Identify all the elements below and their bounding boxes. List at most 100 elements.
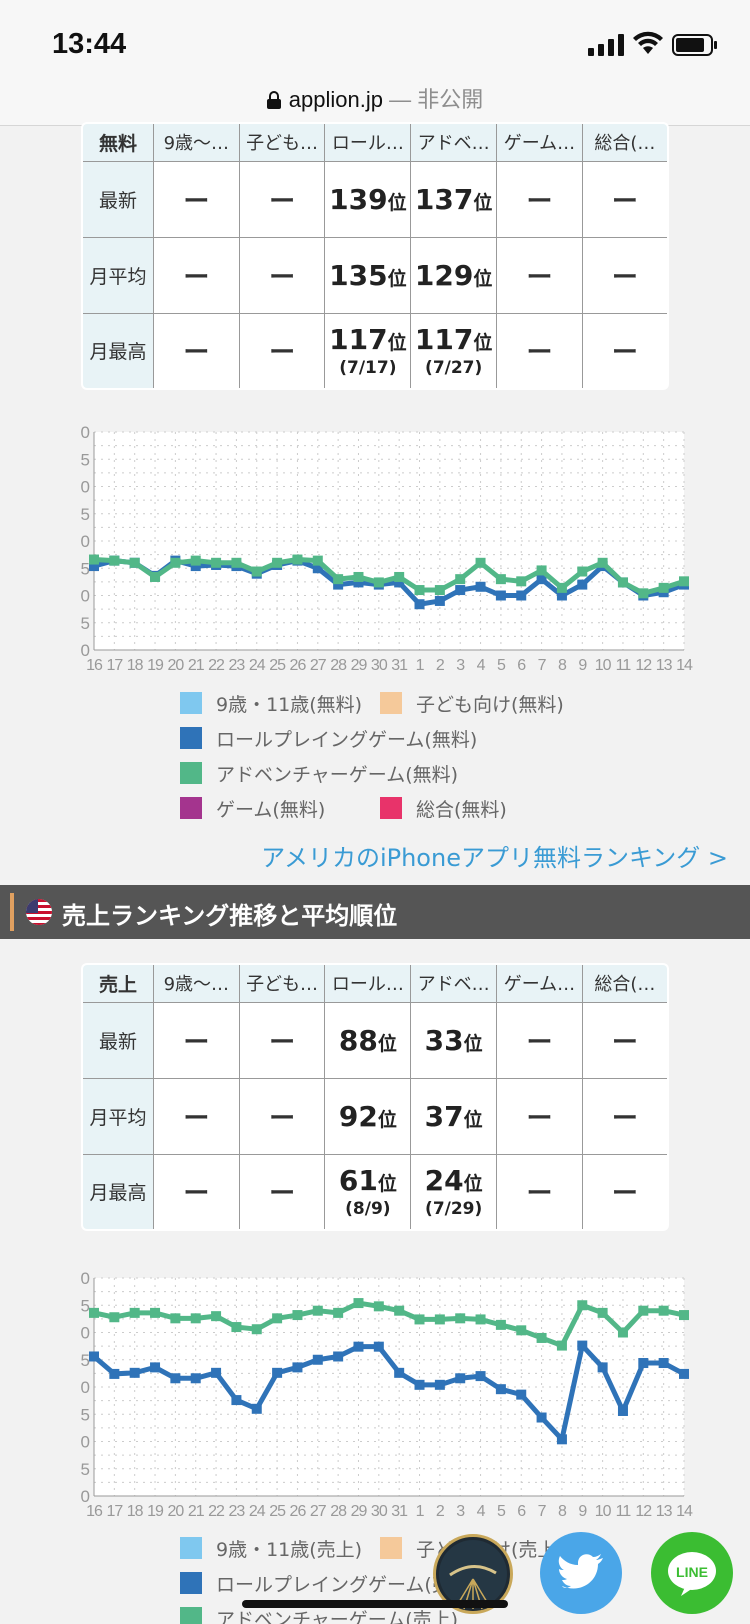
column-header[interactable]: 総合(… — [581, 965, 667, 1003]
rank-unit: 位 — [377, 1108, 397, 1131]
x-tick-label: 9 — [578, 1503, 587, 1520]
rank-cell: 37位 — [410, 1077, 498, 1155]
data-point — [394, 571, 405, 582]
data-point — [231, 1395, 242, 1406]
data-point — [455, 585, 466, 596]
home-indicator — [242, 1600, 508, 1608]
rank-unit: 位 — [377, 1032, 397, 1055]
empty-rank-cell: ー — [496, 236, 583, 314]
rank-value: 117 — [329, 323, 388, 357]
x-tick-label: 8 — [558, 657, 567, 674]
us-flag-icon — [26, 899, 52, 925]
us-iphone-free-ranking-link[interactable]: アメリカのiPhoneアプリ無料ランキング > — [261, 844, 728, 872]
rank-date: (7/17) — [339, 358, 397, 379]
data-point — [292, 1362, 303, 1373]
column-header[interactable]: ロール… — [324, 965, 412, 1003]
rank-unit: 位 — [387, 267, 407, 290]
y-tick-label: 175 — [80, 1460, 90, 1479]
legend-swatch — [380, 692, 402, 714]
data-point — [597, 1307, 608, 1318]
data-point — [353, 1298, 364, 1309]
data-point — [434, 1379, 445, 1390]
legend-label: アドベンチャーゲーム(無料) — [216, 764, 459, 786]
column-header[interactable]: ゲーム… — [496, 124, 583, 162]
data-point — [638, 588, 649, 599]
column-header[interactable]: アドベ… — [410, 124, 498, 162]
empty-rank-cell: ー — [238, 1001, 326, 1079]
y-tick-label: 50 — [80, 1324, 90, 1343]
data-point — [109, 1368, 120, 1379]
empty-rank-cell: ー — [496, 1077, 583, 1155]
data-point — [536, 1332, 547, 1343]
table-row: 最新ーー 88位 33位ーー — [83, 1001, 667, 1079]
empty-rank-cell: ー — [152, 312, 240, 388]
empty-rank-cell: ー — [496, 1153, 583, 1229]
column-header[interactable]: 子ども… — [238, 965, 326, 1003]
twitter-share-button[interactable] — [540, 1532, 622, 1614]
table-row: 月最高ーー 117位 (7/17) 117位 (7/27) ーー — [83, 312, 667, 388]
column-header[interactable]: ロール… — [324, 124, 412, 162]
status-time: 13:44 — [52, 28, 127, 60]
rank-cell: 92位 — [324, 1077, 412, 1155]
address-bar[interactable]: applion.jp — 非公開 — [0, 78, 750, 126]
data-point — [516, 1325, 527, 1336]
row-label: 月最高 — [83, 1153, 154, 1229]
data-point — [394, 1305, 405, 1316]
legend-label: 9歳・11歳(無料) — [216, 694, 363, 716]
x-tick-label: 7 — [538, 1503, 547, 1520]
data-point — [89, 561, 99, 572]
data-point — [597, 557, 608, 568]
data-point — [495, 590, 506, 601]
data-point — [475, 1371, 486, 1382]
svg-text:LINE: LINE — [676, 1564, 708, 1580]
empty-rank-cell: ー — [238, 1153, 326, 1229]
legend-swatch — [180, 692, 202, 714]
legend-swatch — [380, 1537, 402, 1559]
x-tick-label: 2 — [436, 657, 445, 674]
x-tick-label: 27 — [310, 657, 327, 674]
empty-rank-cell: ー — [496, 312, 583, 388]
legend-swatch — [180, 1572, 202, 1594]
data-point — [272, 1313, 283, 1324]
data-point — [577, 1340, 588, 1351]
y-tick-label: 50 — [80, 478, 90, 497]
sales-chart-legend: 9歳・11歳(売上)子ども向け(売上)ロールプレイングゲーム(売上)アドベンチャ… — [180, 1535, 600, 1624]
empty-rank-cell: ー — [581, 160, 667, 238]
column-header[interactable]: 9歳〜… — [152, 965, 240, 1003]
data-point — [679, 576, 689, 587]
x-tick-label: 18 — [127, 1503, 144, 1520]
column-header[interactable]: アドベ… — [410, 965, 498, 1003]
data-point — [414, 585, 425, 596]
data-point — [89, 554, 99, 565]
x-tick-label: 25 — [269, 1503, 286, 1520]
empty-rank-cell: ー — [581, 312, 667, 388]
data-point — [434, 1314, 445, 1325]
x-tick-label: 6 — [517, 1503, 526, 1520]
data-point — [211, 1311, 222, 1322]
data-point — [333, 574, 344, 585]
x-tick-label: 26 — [290, 657, 307, 674]
column-header[interactable]: ゲーム… — [496, 965, 583, 1003]
data-point — [394, 577, 405, 588]
y-tick-label: 0 — [81, 1270, 90, 1288]
line-logo-icon: LINE — [668, 1552, 716, 1596]
row-label: 月平均 — [83, 1077, 154, 1155]
x-tick-label: 17 — [106, 1503, 123, 1520]
data-point — [312, 1354, 323, 1365]
x-tick-label: 30 — [371, 657, 388, 674]
column-header[interactable]: 総合(… — [581, 124, 667, 162]
legend-label: アドベンチャーゲーム(売上) — [216, 1609, 459, 1624]
column-header[interactable]: 子ども… — [238, 124, 326, 162]
free-ranking-chart: 0255075100125150175200161718192021222324… — [80, 424, 694, 674]
column-header[interactable]: 9歳〜… — [152, 124, 240, 162]
row-label: 最新 — [83, 1001, 154, 1079]
url-separator: — — [382, 87, 418, 112]
data-point — [312, 555, 323, 566]
rank-value: 92 — [338, 1099, 378, 1133]
free-chart-legend: 9歳・11歳(無料) 子ども向け(無料) ロールプレイングゲーム(無料) アドベンチャ… — [180, 690, 600, 830]
empty-rank-cell: ー — [152, 1001, 240, 1079]
empty-rank-cell: ー — [152, 1153, 240, 1229]
data-point — [556, 582, 567, 593]
data-point — [679, 1368, 689, 1379]
line-share-button[interactable]: LINE — [651, 1532, 733, 1614]
